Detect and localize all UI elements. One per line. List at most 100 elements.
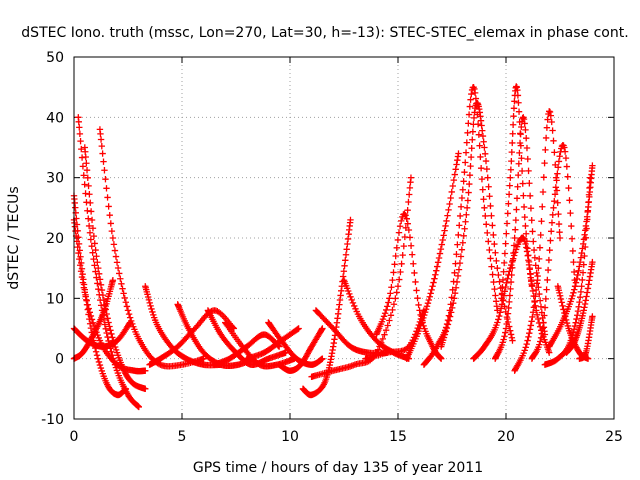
data-point [505,191,513,198]
data-point [576,298,583,306]
data-point [347,216,354,224]
data-point [509,130,516,137]
data-point [434,259,442,266]
data-point [87,199,94,207]
data-point [438,355,445,362]
data-point [126,319,134,326]
data-point [77,268,85,275]
data-point [410,260,417,267]
x-tick-label: 0 [70,429,79,445]
data-point [433,263,441,270]
data-point [581,231,588,238]
data-point [399,251,406,259]
data-point [576,258,584,266]
data-point [492,292,499,299]
data-point [546,108,554,116]
data-point [96,276,104,283]
data-point [564,173,571,180]
data-point [510,249,517,257]
data-point [408,251,416,258]
data-point [431,275,438,282]
data-point [458,246,466,253]
data-point [491,285,498,293]
data-point [343,246,350,253]
data-point [87,324,95,332]
data-point [535,264,542,272]
data-point [544,276,551,284]
data-point [107,327,114,334]
data-point [542,134,550,142]
data-point [91,240,98,247]
data-point [438,241,446,248]
data-point [380,313,388,320]
data-point [88,316,96,323]
data-point [539,203,546,210]
data-point [485,183,492,190]
data-point [552,184,560,191]
data-point [104,315,111,322]
data-point [398,260,405,268]
data-point [527,322,535,329]
data-point [460,232,467,240]
data-point [467,162,474,170]
data-point [106,211,113,219]
data-point [466,180,473,188]
data-point [573,275,581,283]
data-point [507,174,514,181]
data-point [381,310,389,317]
data-point [84,207,91,214]
data-point [406,234,414,241]
data-point [77,137,84,145]
data-point [503,320,510,328]
data-point [463,204,471,212]
data-point [495,316,502,323]
data-point [445,206,452,214]
y-tick-label: 50 [46,50,64,66]
data-point [589,162,596,169]
data-point [349,299,357,307]
data-point [589,258,596,266]
data-point [147,302,154,310]
data-point [484,229,491,237]
data-point [112,253,120,260]
data-point [441,227,448,234]
data-point [119,285,126,292]
data-point [550,204,557,212]
data-point [84,174,91,181]
data-point [456,222,463,229]
data-point [510,113,517,120]
data-point [514,183,521,190]
data-point [532,302,539,309]
data-point [540,174,547,181]
data-point [393,244,400,252]
data-point [548,219,556,226]
data-point [79,163,87,170]
data-point [525,258,533,266]
data-point [515,99,522,106]
data-point [489,222,496,229]
data-point [500,336,507,343]
data-point [86,309,93,316]
data-point [449,182,457,190]
data-point [562,313,569,320]
data-point [583,293,590,300]
data-point [89,225,97,232]
data-point [520,192,527,199]
data-point [497,305,505,312]
data-point [576,293,584,301]
data-point [455,266,463,273]
data-point [490,278,497,286]
data-point [75,118,82,126]
data-point [555,158,563,165]
data-point [521,120,528,127]
data-point [412,278,419,286]
data-point [462,218,469,225]
data-point [446,313,454,320]
data-point [522,126,529,134]
series-arc-30 [528,141,579,362]
data-point [396,276,403,283]
data-point [430,279,437,286]
data-point [504,315,511,323]
data-point [529,287,537,295]
data-point [421,308,429,316]
